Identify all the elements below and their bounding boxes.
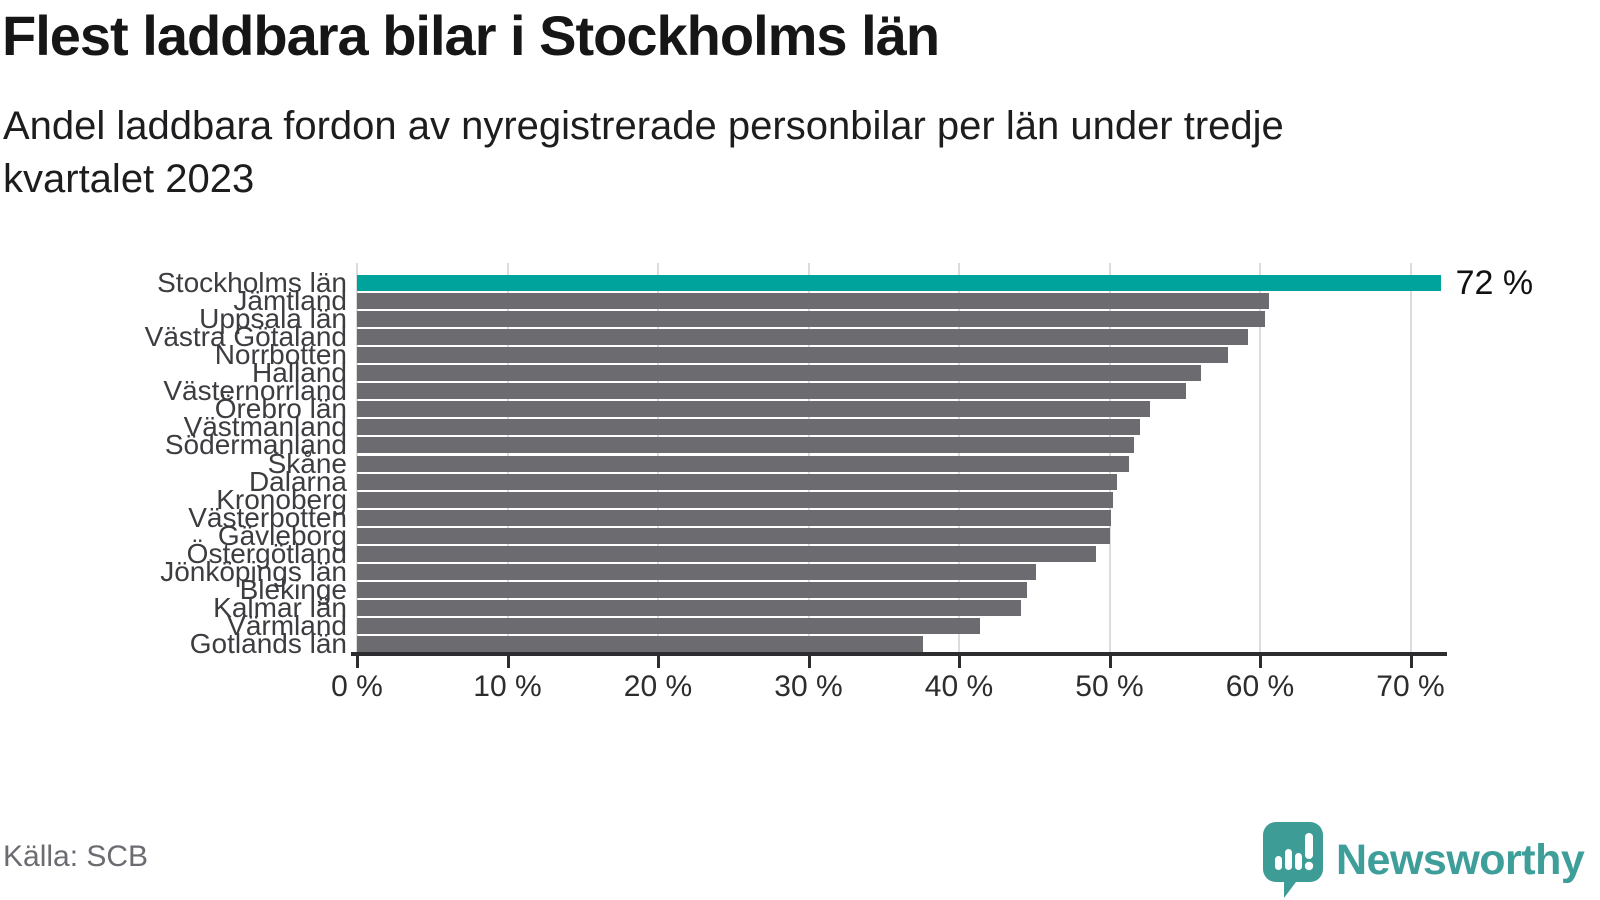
x-axis-tick-label: 10 % bbox=[473, 670, 542, 703]
y-axis-label: Gotlands län bbox=[189, 628, 347, 659]
x-axis-tick-label: 0 % bbox=[331, 670, 383, 703]
x-axis-tick-label: 20 % bbox=[623, 670, 693, 703]
bar bbox=[357, 419, 1140, 436]
bar bbox=[357, 491, 1113, 508]
x-axis-tick bbox=[807, 656, 811, 668]
x-axis-tick bbox=[1259, 656, 1262, 668]
x-axis-tick bbox=[657, 656, 660, 668]
y-axis-label: Norrbotten bbox=[214, 339, 347, 371]
x-axis-tick bbox=[1108, 656, 1112, 668]
y-axis-label: Halland bbox=[252, 357, 347, 389]
chart-subtitle-line2: kvartalet 2023 bbox=[3, 157, 255, 201]
y-axis-label: Västernorrland bbox=[163, 375, 347, 407]
bar bbox=[357, 383, 1187, 400]
x-axis-tick-label: 70 % bbox=[1376, 670, 1445, 703]
bar bbox=[357, 329, 1248, 346]
y-axis-label: Stockholms län bbox=[157, 267, 347, 298]
y-axis-label: Dalarna bbox=[248, 465, 347, 497]
bar bbox=[357, 599, 1021, 616]
x-axis-tick-label: 60 % bbox=[1225, 670, 1295, 703]
x-axis-tick bbox=[356, 656, 359, 668]
x-axis-tick-label: 40 % bbox=[924, 670, 994, 703]
y-axis-label: Örebro län bbox=[214, 393, 347, 425]
bar bbox=[357, 617, 981, 634]
x-axis-tick bbox=[1409, 656, 1413, 668]
bar bbox=[357, 347, 1229, 364]
x-axis-tick-label: 50 % bbox=[1075, 670, 1144, 703]
x-axis-tick bbox=[958, 656, 961, 668]
bar bbox=[357, 365, 1202, 382]
y-axis-label: Gävleborg bbox=[217, 519, 347, 551]
bar bbox=[357, 293, 1270, 310]
y-axis-label: Östergötland bbox=[186, 537, 347, 569]
gridline bbox=[1409, 263, 1412, 652]
source-note: Källa: SCB bbox=[3, 840, 149, 873]
bar-highlight bbox=[357, 275, 1441, 291]
chart-subtitle: Andel laddbara fordon av nyregistrerade … bbox=[3, 100, 1583, 206]
y-axis-label: Kronoberg bbox=[216, 483, 347, 515]
y-axis-label: Skåne bbox=[267, 447, 347, 479]
value-annotation: 72 % bbox=[1455, 264, 1534, 302]
bar bbox=[357, 636, 923, 652]
y-axis-label: Jönköpings län bbox=[160, 555, 347, 587]
chart-subtitle-line1: Andel laddbara fordon av nyregistrerade … bbox=[3, 104, 1284, 148]
page-title: Flest laddbara bilar i Stockholms län bbox=[2, 4, 940, 67]
x-axis-tick-label: 30 % bbox=[774, 670, 843, 703]
newsworthy-logo-text: Newsworthy bbox=[1336, 835, 1585, 884]
bar bbox=[357, 455, 1130, 472]
y-axis-label: Södermanland bbox=[164, 429, 347, 461]
y-axis-label: Blekinge bbox=[239, 573, 347, 605]
y-axis-label: Västra Götaland bbox=[144, 321, 347, 353]
x-axis-tick bbox=[506, 656, 510, 668]
bar bbox=[357, 545, 1096, 562]
y-axis-label: Västmanland bbox=[183, 411, 347, 443]
bar bbox=[357, 581, 1027, 598]
y-axis-label: Västerbotten bbox=[188, 501, 347, 533]
newsworthy-logo: Newsworthy bbox=[1262, 820, 1600, 900]
y-axis-label: Värmland bbox=[227, 609, 347, 641]
bar bbox=[357, 563, 1036, 580]
bar bbox=[357, 527, 1110, 544]
bar bbox=[357, 311, 1265, 328]
bar bbox=[357, 509, 1111, 526]
y-axis-label: Kalmar län bbox=[213, 591, 347, 623]
bar bbox=[357, 401, 1151, 418]
bar bbox=[357, 437, 1134, 454]
bar bbox=[357, 473, 1118, 490]
x-axis-line bbox=[351, 652, 1447, 656]
y-axis-label: Uppsala län bbox=[199, 303, 347, 335]
y-axis-label: Jämtland bbox=[233, 285, 347, 317]
gridline bbox=[1259, 263, 1261, 652]
newsworthy-logo-icon bbox=[1263, 822, 1323, 898]
